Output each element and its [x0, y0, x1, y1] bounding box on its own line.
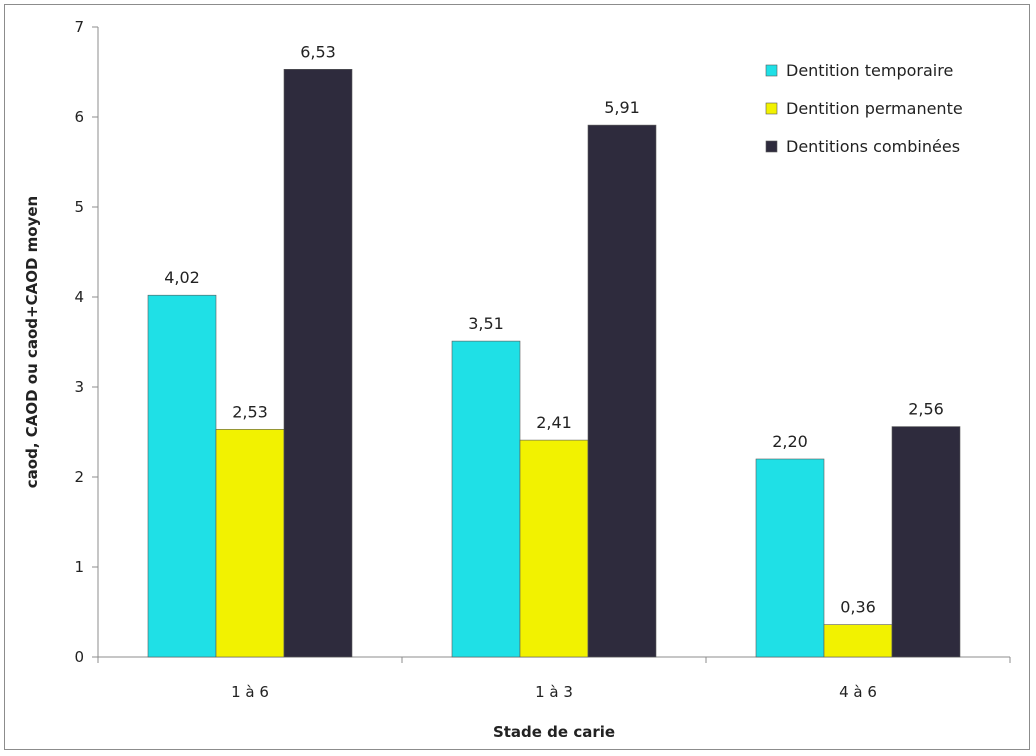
bar: [755, 458, 825, 658]
y-tick-label: 3: [74, 378, 84, 396]
data-label: 3,51: [468, 314, 504, 333]
data-label: 0,36: [840, 598, 876, 617]
x-tick-label: 4 à 6: [839, 683, 877, 701]
x-axis-title: Stade de carie: [493, 723, 615, 741]
y-tick-label: 5: [74, 198, 84, 216]
data-label: 2,53: [232, 402, 268, 421]
data-label: 2,41: [536, 413, 572, 432]
bar: [451, 340, 521, 658]
bar: [823, 624, 893, 658]
legend-label: Dentition temporaire: [786, 61, 953, 80]
bar: [891, 426, 961, 658]
data-label: 2,20: [772, 432, 808, 451]
y-tick-label: 6: [74, 108, 84, 126]
data-label: 2,56: [908, 400, 944, 419]
legend-label: Dentitions combinées: [786, 137, 960, 156]
y-tick-label: 2: [74, 468, 84, 486]
y-tick-label: 1: [74, 558, 84, 576]
x-tick-labels: 1 à 6 1 à 3 4 à 6: [231, 683, 877, 701]
bar: [519, 439, 589, 658]
legend-swatch: [765, 102, 778, 115]
bars: [147, 69, 961, 658]
y-tick-label: 0: [74, 648, 84, 666]
bar: [147, 294, 217, 658]
data-label: 5,91: [604, 98, 640, 117]
bar: [283, 69, 353, 658]
y-tick-label: 4: [74, 288, 84, 306]
legend-swatch: [765, 64, 778, 77]
bar: [215, 428, 285, 658]
data-label: 6,53: [300, 42, 336, 61]
legend-label: Dentition permanente: [786, 99, 963, 118]
y-tick-labels: 0 1 2 3 4 5 6 7: [74, 18, 84, 666]
legend-swatch: [765, 140, 778, 153]
x-tick-label: 1 à 6: [231, 683, 269, 701]
bar: [587, 124, 657, 658]
legend: Dentition temporaire Dentition permanente…: [765, 61, 963, 156]
data-labels: 4,02 2,53 6,53 3,51 2,41 5,91 2,20 0,36 2,56: [164, 42, 944, 616]
data-label: 4,02: [164, 268, 200, 287]
x-tick-label: 1 à 3: [535, 683, 573, 701]
y-tick-label: 7: [74, 18, 84, 36]
y-axis-title: caod, CAOD ou caod+CAOD moyen: [23, 196, 41, 488]
